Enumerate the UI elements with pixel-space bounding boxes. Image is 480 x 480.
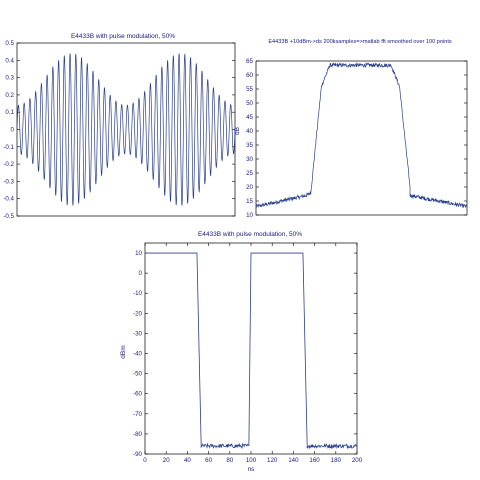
chart-3-y-tick-label-3: -20 xyxy=(133,310,143,317)
chart-2: E4433B +10dBm->ds 200ksamples=>matlab ff… xyxy=(234,39,468,219)
chart-2-y-ticks: 65 60 55 50 45 40 35 30 25 20 15 10 xyxy=(246,58,467,219)
chart-3-y-tick-label-6: -50 xyxy=(133,371,143,378)
chart-2-y-tick-label-8: 25 xyxy=(246,170,253,177)
chart-3-y-tick-label-2: -10 xyxy=(133,290,143,297)
chart-3-x-tick-label-6: 120 xyxy=(267,457,278,464)
chart-3-y-tick-label-5: -40 xyxy=(133,351,143,358)
chart-3-x-ticks: 0 20 40 60 80 100 120 140 160 180 200 xyxy=(143,243,363,464)
chart-2-y-tick-label-11: 10 xyxy=(246,212,253,219)
chart-1-y-tick-label-1: 0.4 xyxy=(5,57,14,64)
chart-1-y-tick-label-5: 0 xyxy=(11,127,15,134)
chart-3-y-tick-label-4: -30 xyxy=(133,330,143,337)
chart-3-y-tick-label-1: 0 xyxy=(139,270,143,277)
chart-1-y-tick-label-2: 0.3 xyxy=(5,75,14,82)
chart-3-x-tick-label-10: 200 xyxy=(352,457,363,464)
chart-2-y-tick-label-1: 60 xyxy=(246,72,253,79)
chart-2-y-tick-label-6: 35 xyxy=(246,142,253,149)
chart-3-y-ticks: 10 0 -10 -20 -30 -40 -50 -60 -70 -80 -90 xyxy=(133,250,357,458)
chart-2-y-tick-label-3: 50 xyxy=(246,100,253,107)
chart-1-y-tick-label-0: 0.5 xyxy=(5,40,14,47)
chart-3: E4433B with pulse modulation, 50% dBm ns… xyxy=(120,231,363,473)
chart-2-y-tick-label-10: 15 xyxy=(246,198,253,205)
chart-3-x-tick-label-4: 80 xyxy=(226,457,233,464)
chart-3-title: E4433B with pulse modulation, 50% xyxy=(198,231,302,238)
chart-3-x-tick-label-8: 160 xyxy=(309,457,320,464)
chart-2-y-axis-label: dB xyxy=(234,127,241,135)
chart-2-y-tick-label-4: 45 xyxy=(246,114,253,121)
chart-3-x-tick-label-3: 60 xyxy=(205,457,212,464)
chart-1-waveform-series xyxy=(16,53,236,206)
chart-2-y-tick-label-5: 40 xyxy=(246,128,253,135)
chart-2-y-tick-label-9: 20 xyxy=(246,184,253,191)
chart-3-y-tick-label-8: -70 xyxy=(133,411,143,418)
chart-1: E4433B with pulse modulation, 50% 0.5 0.4… xyxy=(3,33,236,220)
chart-2-y-tick-label-0: 65 xyxy=(246,58,253,65)
chart-3-x-tick-label-7: 140 xyxy=(288,457,299,464)
chart-1-y-tick-label-8: -0.3 xyxy=(3,178,14,185)
chart-1-y-tick-label-4: 0.1 xyxy=(5,109,14,116)
chart-2-plot-frame xyxy=(255,60,468,216)
chart-3-x-tick-label-0: 0 xyxy=(143,457,147,464)
chart-2-spectrum-series xyxy=(255,61,467,209)
chart-3-x-tick-label-5: 100 xyxy=(246,457,257,464)
chart-3-y-tick-label-7: -60 xyxy=(133,391,143,398)
chart-3-pulse-series xyxy=(145,252,358,450)
chart-1-y-ticks: 0.5 0.4 0.3 0.2 0.1 0 -0.1 -0.2 -0.3 -0.4 -0.5 xyxy=(3,40,235,220)
chart-1-y-tick-label-7: -0.2 xyxy=(3,161,14,168)
chart-3-x-tick-label-1: 20 xyxy=(163,457,170,464)
chart-3-y-tick-label-9: -80 xyxy=(133,431,143,438)
chart-3-x-tick-label-9: 180 xyxy=(331,457,342,464)
chart-2-y-tick-label-7: 30 xyxy=(246,156,253,163)
chart-3-y-tick-label-10: -90 xyxy=(133,451,143,458)
chart-2-y-tick-label-2: 55 xyxy=(246,86,253,93)
chart-1-title: E4433B with pulse modulation, 50% xyxy=(71,33,175,40)
chart-3-x-axis-label: ns xyxy=(248,466,256,473)
chart-2-title: E4433B +10dBm->ds 200ksamples=>matlab ff… xyxy=(268,39,452,45)
chart-1-y-tick-label-3: 0.2 xyxy=(5,92,14,99)
chart-3-y-tick-label-0: 10 xyxy=(135,250,142,257)
chart-3-x-tick-label-2: 40 xyxy=(184,457,191,464)
chart-1-y-tick-label-10: -0.5 xyxy=(3,213,14,220)
chart-3-y-axis-label: dBm xyxy=(120,345,127,358)
chart-1-y-tick-label-6: -0.1 xyxy=(3,144,14,151)
chart-1-y-tick-label-9: -0.4 xyxy=(3,196,14,203)
